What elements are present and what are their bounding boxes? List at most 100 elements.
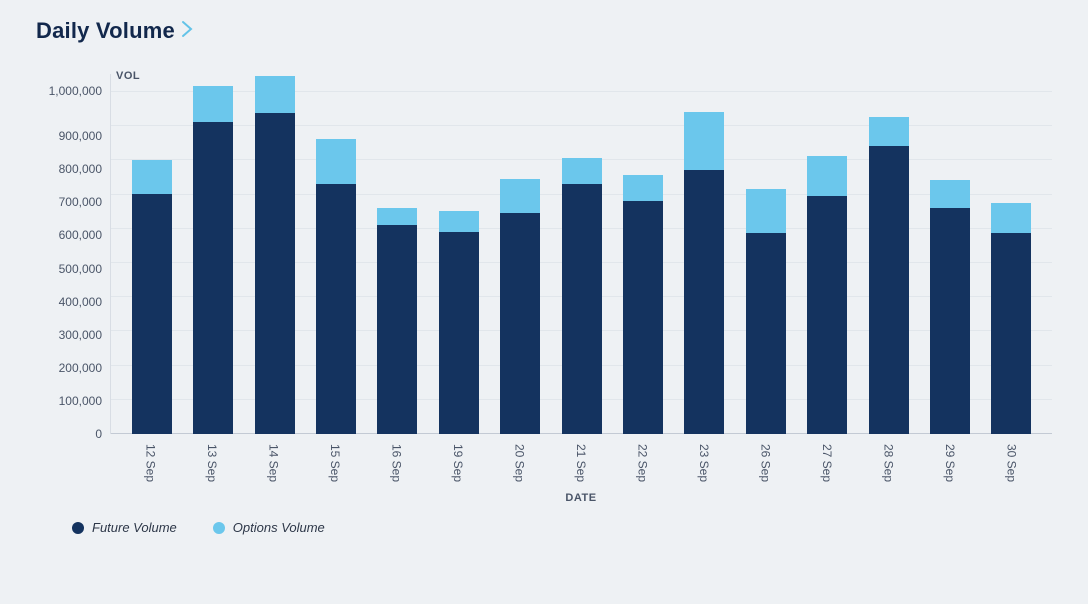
bar-segment-future bbox=[869, 146, 909, 434]
bar[interactable] bbox=[255, 76, 295, 434]
legend-item-future[interactable]: Future Volume bbox=[72, 520, 177, 535]
plot-area: 1,000,000900,000800,000700,000600,000500… bbox=[36, 74, 1052, 434]
bar-segment-future bbox=[746, 233, 786, 434]
bar-segment-options bbox=[439, 211, 479, 232]
bar-segment-future bbox=[500, 213, 540, 434]
bar-column bbox=[551, 158, 612, 434]
bar[interactable] bbox=[869, 117, 909, 434]
legend: Future Volume Options Volume bbox=[72, 520, 1052, 535]
bars bbox=[111, 74, 1052, 434]
bar[interactable] bbox=[930, 180, 970, 434]
x-tick: 16 Sep bbox=[390, 440, 404, 482]
chart-area: VOL 1,000,000900,000800,000700,000600,00… bbox=[36, 74, 1052, 504]
y-tick: 300,000 bbox=[59, 329, 102, 341]
y-tick: 500,000 bbox=[59, 263, 102, 275]
title-row: Daily Volume bbox=[36, 18, 1052, 44]
bar-segment-future bbox=[623, 201, 663, 434]
bar-segment-future bbox=[255, 113, 295, 434]
bar[interactable] bbox=[377, 208, 417, 434]
bar-segment-future bbox=[684, 170, 724, 434]
bar-column bbox=[674, 112, 735, 434]
x-tick: 28 Sep bbox=[881, 440, 895, 482]
legend-swatch-icon bbox=[72, 522, 84, 534]
y-tick: 700,000 bbox=[59, 196, 102, 208]
bar[interactable] bbox=[316, 139, 356, 434]
y-tick: 0 bbox=[95, 428, 102, 440]
y-tick: 200,000 bbox=[59, 362, 102, 374]
legend-label: Future Volume bbox=[92, 520, 177, 535]
bar-segment-options bbox=[193, 86, 233, 122]
y-axis: 1,000,000900,000800,000700,000600,000500… bbox=[36, 91, 110, 434]
bars-area bbox=[110, 74, 1052, 434]
bar-segment-options bbox=[869, 117, 909, 146]
bar[interactable] bbox=[684, 112, 724, 434]
bar-column bbox=[735, 189, 796, 434]
bar[interactable] bbox=[623, 175, 663, 434]
bar-column bbox=[489, 179, 550, 434]
bar[interactable] bbox=[132, 160, 172, 434]
bar-segment-options bbox=[623, 175, 663, 201]
bar-segment-options bbox=[991, 203, 1031, 234]
x-tick: 27 Sep bbox=[820, 440, 834, 482]
bar-column bbox=[244, 76, 305, 434]
x-tick: 29 Sep bbox=[943, 440, 957, 482]
bar-segment-options bbox=[500, 179, 540, 213]
y-tick: 400,000 bbox=[59, 296, 102, 308]
bar-column bbox=[796, 156, 857, 434]
bar-column bbox=[182, 86, 243, 434]
bar-segment-future bbox=[439, 232, 479, 434]
bar[interactable] bbox=[991, 203, 1031, 434]
bar-segment-future bbox=[316, 184, 356, 434]
x-tick: 19 Sep bbox=[451, 440, 465, 482]
bar-column bbox=[858, 117, 919, 434]
bar-segment-options bbox=[562, 158, 602, 184]
y-tick: 800,000 bbox=[59, 163, 102, 175]
x-tick: 26 Sep bbox=[758, 440, 772, 482]
bar-segment-options bbox=[377, 208, 417, 225]
bar-segment-options bbox=[255, 76, 295, 114]
y-tick: 900,000 bbox=[59, 130, 102, 142]
bar-segment-future bbox=[377, 225, 417, 434]
chart-container: Daily Volume VOL 1,000,000900,000800,000… bbox=[0, 0, 1088, 547]
bar-segment-options bbox=[316, 139, 356, 184]
x-tick: 15 Sep bbox=[328, 440, 342, 482]
legend-swatch-icon bbox=[213, 522, 225, 534]
bar-column bbox=[981, 203, 1042, 434]
bar-segment-options bbox=[684, 112, 724, 170]
x-tick: 30 Sep bbox=[1004, 440, 1018, 482]
bar[interactable] bbox=[807, 156, 847, 434]
bar-segment-future bbox=[930, 208, 970, 434]
legend-item-options[interactable]: Options Volume bbox=[213, 520, 325, 535]
x-tick: 23 Sep bbox=[697, 440, 711, 482]
bar-segment-future bbox=[807, 196, 847, 434]
bar-segment-options bbox=[930, 180, 970, 207]
x-tick: 20 Sep bbox=[513, 440, 527, 482]
bar-segment-future bbox=[562, 184, 602, 434]
x-tick: 22 Sep bbox=[635, 440, 649, 482]
x-axis-label: DATE bbox=[110, 492, 1052, 504]
chart-title: Daily Volume bbox=[36, 18, 175, 44]
bar-column bbox=[919, 180, 980, 434]
bar-column bbox=[367, 208, 428, 434]
bar-column bbox=[121, 160, 182, 434]
bar-column bbox=[305, 139, 366, 434]
x-tick: 12 Sep bbox=[144, 440, 158, 482]
bar[interactable] bbox=[562, 158, 602, 434]
chevron-right-icon[interactable] bbox=[181, 18, 195, 44]
bar[interactable] bbox=[500, 179, 540, 434]
x-tick: 21 Sep bbox=[574, 440, 588, 482]
bar-segment-future bbox=[132, 194, 172, 434]
x-tick: 14 Sep bbox=[267, 440, 281, 482]
bar-segment-options bbox=[807, 156, 847, 195]
bar-column bbox=[428, 211, 489, 434]
y-tick: 600,000 bbox=[59, 229, 102, 241]
x-axis: 12 Sep 13 Sep 14 Sep 15 Sep 16 Sep 19 Sep 20 S… bbox=[110, 434, 1052, 482]
bar[interactable] bbox=[746, 189, 786, 434]
bar-segment-options bbox=[132, 160, 172, 194]
bar[interactable] bbox=[439, 211, 479, 434]
bar-segment-options bbox=[746, 189, 786, 234]
y-tick: 100,000 bbox=[59, 395, 102, 407]
bar[interactable] bbox=[193, 86, 233, 434]
bar-segment-future bbox=[991, 233, 1031, 434]
x-tick: 13 Sep bbox=[205, 440, 219, 482]
